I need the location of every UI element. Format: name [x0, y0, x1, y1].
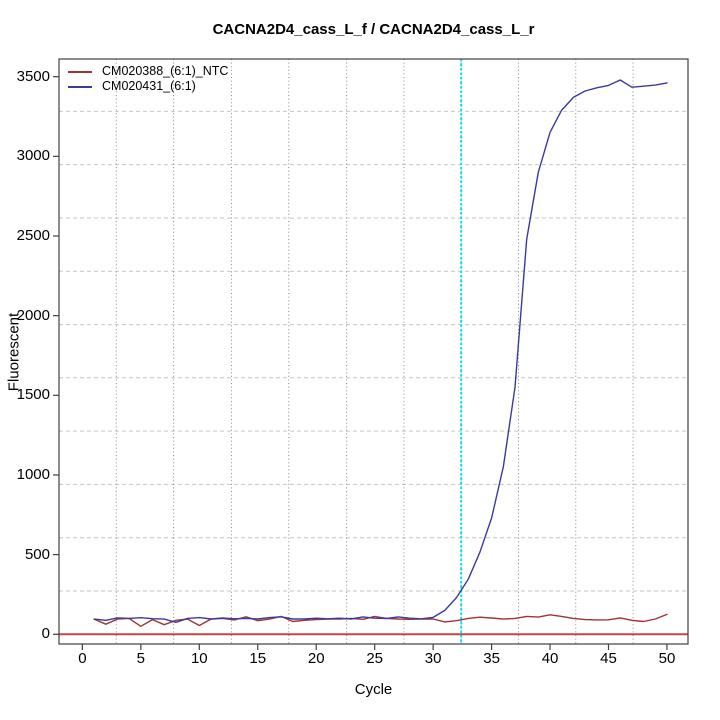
- y-tick-label: 500: [24, 545, 50, 563]
- legend-line-swatch-blue: [68, 85, 92, 88]
- y-tick-label: 2500: [16, 226, 50, 244]
- legend-label-ntc: CM020388_(6:1)_NTC: [102, 64, 229, 78]
- y-tick-label: 1500: [16, 386, 50, 404]
- y-tick-label: 3500: [16, 67, 50, 85]
- x-tick-label: 15: [249, 650, 267, 667]
- y-tick-label: 2000: [16, 306, 50, 324]
- x-tick-label: 10: [190, 650, 208, 667]
- series-line-0: [93, 613, 668, 627]
- series-line-1: [93, 79, 668, 623]
- x-tick-label: 30: [424, 650, 442, 667]
- plot-border: [58, 58, 689, 645]
- x-tick-label: 20: [307, 650, 325, 667]
- legend-entry-ntc: CM020388_(6:1)_NTC: [68, 64, 228, 79]
- x-axis-title: Cycle: [354, 681, 393, 698]
- x-tick-label: 5: [136, 650, 145, 667]
- y-axis-title: Fluorescent: [5, 312, 23, 392]
- legend-label-sample: CM020431_(6:1): [102, 79, 196, 93]
- x-tick-label: 45: [600, 650, 617, 667]
- y-tick-label: 1000: [16, 465, 50, 483]
- x-tick-label: 35: [483, 650, 500, 667]
- x-tick-label: 50: [658, 650, 676, 667]
- x-tick-label: 25: [366, 650, 383, 667]
- x-tick-label: 40: [541, 650, 559, 667]
- y-tick-label: 0: [41, 625, 50, 643]
- x-tick-label: 0: [78, 650, 87, 667]
- legend: CM020388_(6:1)_NTC CM020431_(6:1): [68, 64, 228, 94]
- y-tick-label: 3000: [16, 147, 50, 165]
- legend-line-swatch-red: [68, 70, 92, 73]
- chart-title: CACNA2D4_cass_L_f / CACNA2D4_cass_L_r: [212, 21, 535, 38]
- legend-entry-sample: CM020431_(6:1): [68, 79, 228, 94]
